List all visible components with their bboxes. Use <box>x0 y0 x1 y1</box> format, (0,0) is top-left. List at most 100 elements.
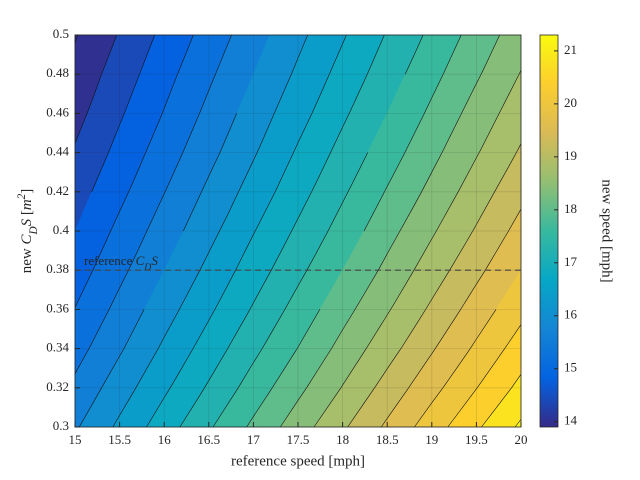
contour-line <box>100 309 110 327</box>
contour-line <box>481 412 493 428</box>
contour-line <box>261 332 272 349</box>
contour-line <box>218 34 232 66</box>
contour-line <box>517 74 520 78</box>
contour-line <box>227 315 247 349</box>
contour-line <box>297 34 308 59</box>
contour-line <box>128 178 135 192</box>
contour-line <box>193 113 200 127</box>
contour-line <box>424 97 433 114</box>
label-part: D <box>28 226 40 235</box>
contour-line <box>92 243 106 271</box>
contour-line <box>436 223 441 232</box>
contour-line <box>342 34 347 44</box>
contour-line <box>101 152 109 169</box>
contour-line <box>126 74 140 108</box>
contour-line <box>480 66 485 75</box>
contour-line <box>457 157 477 192</box>
contour-line <box>476 270 486 285</box>
contour-line <box>284 285 299 310</box>
contour-line <box>214 299 221 310</box>
contour-line <box>347 415 356 428</box>
contour-line <box>421 172 433 192</box>
contour-line <box>274 159 291 192</box>
contour-line <box>508 208 522 232</box>
contour-line <box>386 309 391 316</box>
label-part: reference <box>84 253 136 268</box>
x-tick-label: 19 <box>425 432 438 447</box>
contour-line <box>295 348 298 351</box>
colorbar-tick-label: 14 <box>564 413 578 428</box>
contour-line <box>382 34 385 40</box>
contour-line <box>320 74 330 94</box>
contour-line <box>417 34 424 48</box>
contour-line <box>386 230 401 255</box>
contour-line <box>253 152 258 161</box>
label-part: new <box>19 245 35 274</box>
contour-line <box>297 113 313 143</box>
contour-line <box>208 152 221 177</box>
contour-line <box>127 309 145 342</box>
contour-line <box>476 152 480 158</box>
contour-line <box>163 309 180 338</box>
contour-line <box>381 418 388 428</box>
colorbar-tick-label: 20 <box>564 95 577 110</box>
contour-line <box>151 348 159 360</box>
contour-line <box>404 47 418 75</box>
contour-line <box>338 387 342 392</box>
contour-line <box>201 175 210 192</box>
contour-line <box>413 238 433 271</box>
contour-line <box>163 74 178 109</box>
contour-line <box>74 34 79 43</box>
label-part: [ <box>19 210 35 219</box>
label-part: m <box>19 199 35 210</box>
contour-line <box>192 320 210 349</box>
contour-line <box>450 34 462 58</box>
label-part: C <box>136 253 145 268</box>
y-tick-label: 0.32 <box>46 379 69 394</box>
contour-line <box>327 202 343 232</box>
contour-line <box>249 302 254 310</box>
contour-line <box>208 74 216 91</box>
contour-line <box>88 326 101 349</box>
contour-line <box>163 191 166 194</box>
contour-line <box>484 34 500 68</box>
contour-line <box>431 230 437 239</box>
contour-line <box>291 218 299 232</box>
contour-line <box>348 103 355 114</box>
contour-line <box>331 329 343 349</box>
contour-line <box>164 190 167 192</box>
contour-line <box>169 376 177 388</box>
contour-line <box>504 324 522 349</box>
contour-line <box>246 416 254 428</box>
contour-line <box>363 196 383 232</box>
contour-line <box>291 57 299 75</box>
contour-line <box>347 182 353 192</box>
contour-line <box>394 270 415 304</box>
label-part: C <box>19 234 35 245</box>
contour-line <box>411 191 422 210</box>
contour-line <box>179 395 200 428</box>
contour-line <box>220 270 236 300</box>
contour-line <box>272 350 297 388</box>
contour-line <box>199 252 210 271</box>
contour-line <box>311 93 322 114</box>
contour-line <box>311 170 323 192</box>
contour-line <box>112 415 120 428</box>
contour-line <box>157 337 165 349</box>
contour-line <box>449 113 462 137</box>
contour-line <box>179 284 193 310</box>
x-tick-label: 16 <box>158 432 172 447</box>
x-tick-label: 19.5 <box>465 432 488 447</box>
contour-line <box>476 387 478 390</box>
contour-line <box>447 388 477 428</box>
colorbar-tick-label: 15 <box>564 360 577 375</box>
contour-line <box>442 362 462 388</box>
contour-line <box>177 55 186 75</box>
contour-line <box>119 113 125 126</box>
contour-line <box>516 143 522 153</box>
contour-line <box>208 348 228 381</box>
contour-line <box>253 230 256 235</box>
contour-line <box>92 74 102 98</box>
contour-line <box>431 387 444 403</box>
contour-line <box>365 314 388 349</box>
